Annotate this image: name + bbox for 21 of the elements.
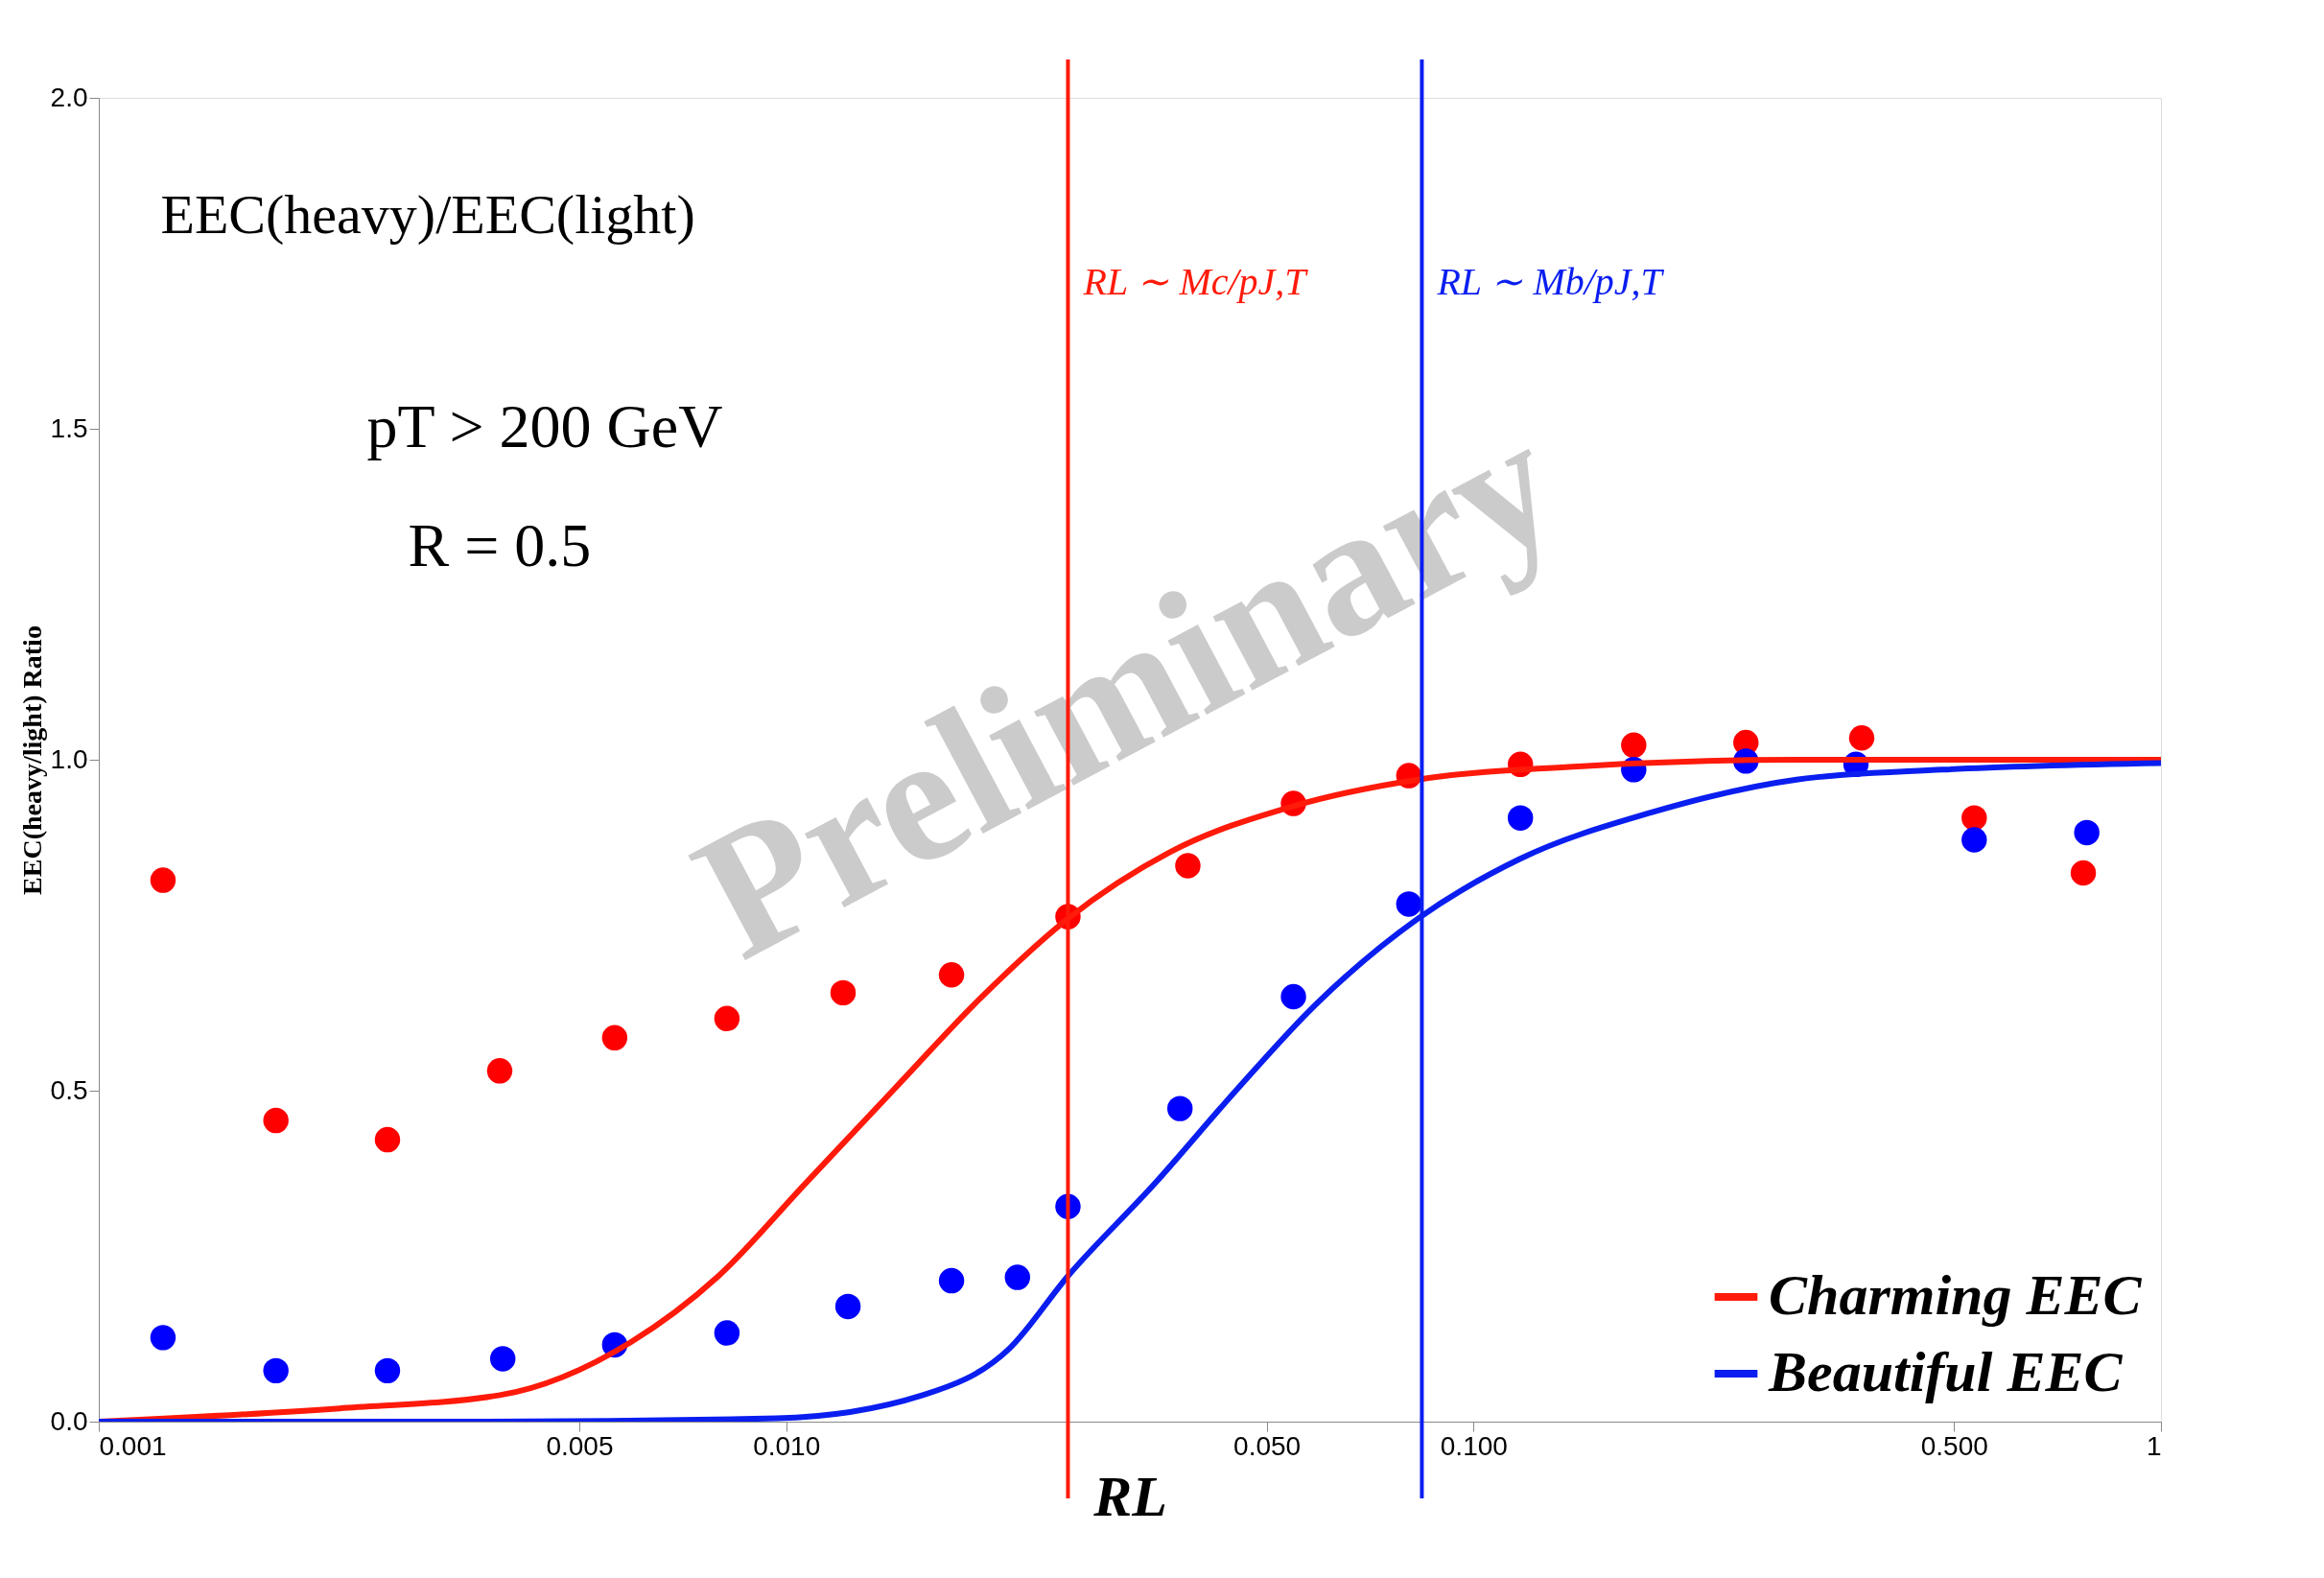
y-tick-label: 0.0 [50,1405,88,1436]
y-tick-label: 1.0 [50,743,88,774]
x-tick-label: 1 [2146,1430,2162,1461]
ref-line-label: RL ∼ Mb/pJ,T [1436,260,1665,304]
y-tick-label: 0.5 [50,1074,88,1105]
x-axis-title: RL [1092,1464,1167,1528]
x-tick-label: 0.010 [753,1430,821,1461]
x-tick-label: 0.500 [1920,1430,1988,1461]
x-tick-label: 0.005 [546,1430,614,1461]
ref-line-label: RL ∼ Mc/pJ,T [1082,260,1309,304]
x-tick-label: 0.100 [1440,1430,1508,1461]
annotation: EEC(heavy)/EEC(light) [160,183,695,247]
annotation: pT > 200 GeV [366,392,723,460]
y-tick-label: 1.5 [50,412,88,443]
y-axis-title: EEC(heavy/light) Ratio [16,625,47,895]
annotation: R = 0.5 [408,511,592,580]
x-tick-label: 0.050 [1233,1430,1302,1461]
y-tick-label: 2.0 [50,82,88,112]
x-tick-label: 0.001 [99,1430,167,1461]
legend-label: Beautiful EEC [1768,1340,2124,1403]
legend-label: Charming EEC [1769,1263,2143,1327]
